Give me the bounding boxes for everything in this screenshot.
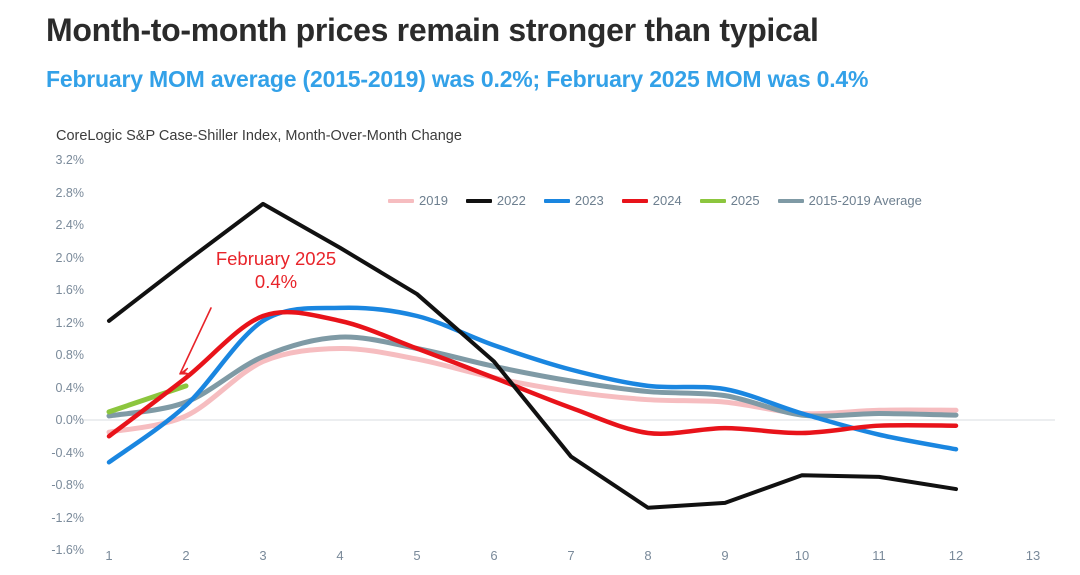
y-tick-label: 0.4% <box>55 380 85 395</box>
x-tick-label: 8 <box>644 548 652 563</box>
y-tick-label: 2.8% <box>55 185 85 200</box>
legend-label: 2023 <box>574 193 604 208</box>
annotation-line-2: 0.4% <box>254 270 298 292</box>
legend-item[interactable]: 2019 <box>388 193 448 208</box>
legend-label: 2024 <box>652 193 682 208</box>
x-tick-label: 1 <box>105 548 113 563</box>
y-tick-label: 1.6% <box>55 283 85 297</box>
legend-item[interactable]: 2025 <box>699 193 760 208</box>
legend-swatch-icon <box>465 198 492 203</box>
x-tick-label: 13 <box>1025 548 1041 563</box>
chart-subtitle: February MOM average (2015-2019) was 0.2… <box>46 66 869 92</box>
annotation-line-1: February 2025 <box>215 248 337 269</box>
y-tick-label: 2.4% <box>55 218 85 232</box>
y-tick-label: -0.4% <box>51 445 84 460</box>
legend-swatch-icon <box>621 198 648 203</box>
chart-source-note: CoreLogic S&P Case-Shiller Index, Month-… <box>56 128 462 144</box>
legend-label: 2015-2019 Average <box>808 193 922 208</box>
legend-swatch-icon <box>777 198 804 203</box>
x-tick-label: 6 <box>490 548 498 563</box>
page-title: Month-to-month prices remain stronger th… <box>46 12 819 48</box>
x-tick-label: 11 <box>872 548 886 563</box>
legend-swatch-icon <box>543 198 570 203</box>
legend-label: 2025 <box>730 193 760 208</box>
chart-legend: 2019 2022 2023 2024 2025 2015-2019 Average <box>388 193 922 208</box>
legend-item[interactable]: 2015-2019 Average <box>777 193 922 208</box>
legend-swatch-icon <box>388 198 414 203</box>
x-tick-label: 4 <box>336 548 344 563</box>
y-tick-label: 1.2% <box>55 315 85 330</box>
february-2025-annotation: February 2025 0.4% <box>206 248 346 293</box>
y-tick-label: -0.8% <box>51 478 84 492</box>
x-tick-label: 10 <box>794 548 810 563</box>
legend-swatch-icon <box>699 198 726 203</box>
legend-item[interactable]: 2022 <box>465 193 526 208</box>
x-tick-label: 9 <box>721 548 729 563</box>
legend-item[interactable]: 2023 <box>543 193 604 208</box>
legend-label: 2022 <box>496 193 526 208</box>
series-line-2022 <box>107 201 958 510</box>
x-tick-label: 2 <box>182 548 190 563</box>
series-line-2023 <box>106 305 959 465</box>
y-tick-label: 3.2% <box>55 153 85 167</box>
legend-label: 2019 <box>419 193 448 208</box>
y-tick-label: 0.8% <box>55 348 85 362</box>
y-axis-ticks: 3.2% 2.8% 2.4% 2.0% 1.6% 1.2% 0.8% 0.4% 0.0% -0.4… <box>22 0 84 575</box>
x-tick-label: 12 <box>948 548 964 563</box>
y-tick-label: -1.6% <box>51 543 84 557</box>
x-tick-label: 7 <box>567 548 575 563</box>
annotation-arrow-line <box>179 307 212 375</box>
y-tick-label: 0.0% <box>55 413 85 427</box>
legend-item[interactable]: 2024 <box>621 193 682 208</box>
y-tick-label: -1.2% <box>51 510 84 525</box>
x-tick-label: 3 <box>259 548 267 563</box>
y-tick-label: 2.0% <box>55 250 85 265</box>
x-tick-label: 5 <box>413 548 421 563</box>
annotation-arrow-head <box>179 367 190 375</box>
